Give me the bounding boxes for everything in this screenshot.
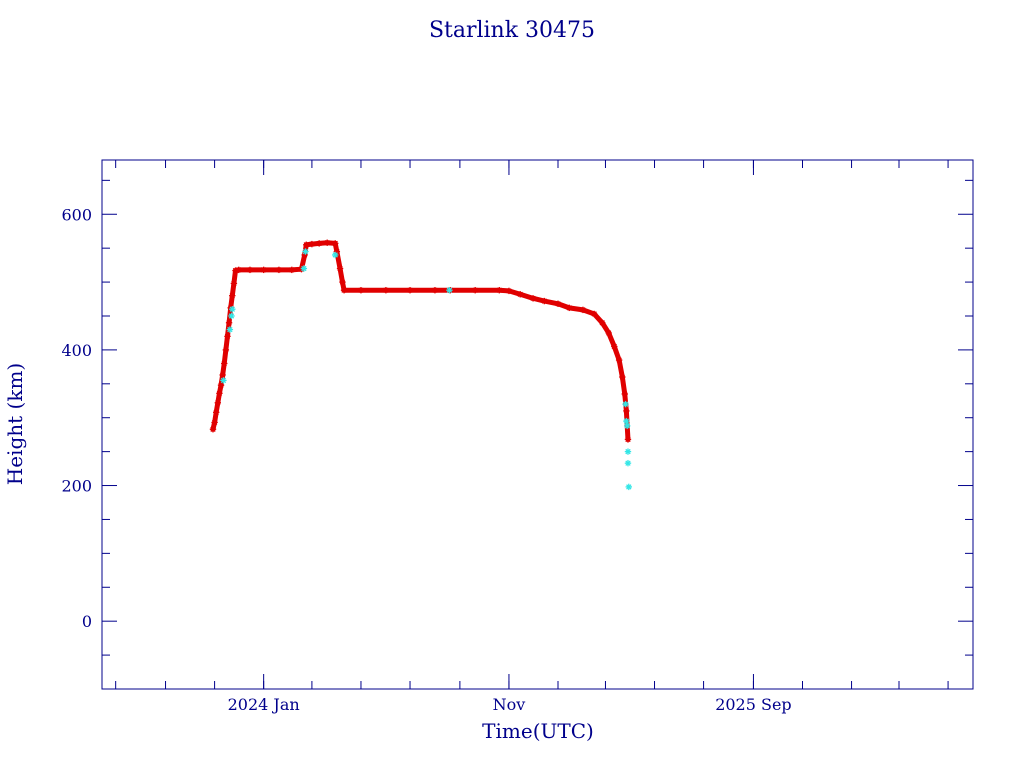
data-point xyxy=(229,306,236,313)
data-point xyxy=(315,240,323,247)
data-point xyxy=(554,300,562,307)
x-axis-label: Time(UTC) xyxy=(482,719,594,743)
data-point xyxy=(336,265,344,272)
data-point xyxy=(224,333,231,340)
y-tick-label: 0 xyxy=(82,612,92,631)
data-point xyxy=(288,266,296,274)
data-point xyxy=(209,426,217,433)
data-point xyxy=(339,278,346,286)
data-point xyxy=(622,400,629,408)
data-point xyxy=(230,280,238,287)
data-point xyxy=(235,266,242,274)
data-point xyxy=(225,319,233,326)
data-point xyxy=(496,287,503,294)
data-point xyxy=(623,417,630,425)
chart-title: Starlink 30475 xyxy=(429,18,595,43)
data-point xyxy=(308,240,316,248)
axis-ticks xyxy=(102,160,973,689)
data-point xyxy=(517,291,524,298)
data-point xyxy=(221,360,228,367)
data-point xyxy=(300,265,308,272)
data-point xyxy=(332,240,339,247)
data-point xyxy=(220,377,227,384)
x-tick-label: 2025 Sep xyxy=(715,695,791,714)
data-point xyxy=(599,319,606,326)
data-point xyxy=(246,266,254,274)
data-point xyxy=(260,266,267,274)
data-point xyxy=(219,371,226,379)
data-point xyxy=(302,248,309,255)
data-point xyxy=(217,381,225,389)
y-tick-label: 400 xyxy=(61,341,92,360)
data-point xyxy=(619,373,626,381)
data-point xyxy=(471,287,479,294)
data-point xyxy=(621,390,628,398)
data-point xyxy=(323,239,331,246)
data-point xyxy=(623,407,630,415)
data-point xyxy=(226,326,234,333)
data-point xyxy=(529,295,537,302)
data-point xyxy=(624,436,632,443)
x-tick-label: 2024 Jan xyxy=(228,695,300,714)
data-point xyxy=(624,448,632,455)
data-point xyxy=(228,312,235,320)
data-point xyxy=(625,483,632,491)
y-tick-label: 600 xyxy=(61,205,92,224)
data-point xyxy=(590,310,598,318)
data-point xyxy=(213,409,220,416)
data-point xyxy=(566,304,573,312)
x-tick-label: Nov xyxy=(493,695,526,714)
data-point xyxy=(303,241,310,248)
data-point xyxy=(505,287,513,295)
data-point xyxy=(446,287,453,294)
data-point xyxy=(382,287,390,294)
data-point xyxy=(406,287,414,294)
data-point xyxy=(211,419,218,426)
data-point xyxy=(332,251,339,259)
data-point xyxy=(222,346,230,354)
data-point xyxy=(541,297,548,305)
data-point xyxy=(340,287,348,294)
data-point xyxy=(275,266,283,274)
data-point xyxy=(216,390,223,397)
data-point xyxy=(214,399,222,406)
data-point xyxy=(624,459,632,467)
data-point xyxy=(357,287,365,294)
data-point xyxy=(611,343,618,350)
data-point xyxy=(605,329,612,337)
data-layer xyxy=(209,239,632,491)
data-point xyxy=(431,287,439,294)
data-point xyxy=(623,422,631,430)
y-tick-label: 200 xyxy=(61,477,92,496)
y-axis-label: Height (km) xyxy=(3,363,27,485)
data-point xyxy=(229,292,236,299)
data-point xyxy=(615,356,623,364)
axis-tick-labels: 0 200 400 600 2024 Jan Nov 2025 Sep xyxy=(61,205,791,714)
data-point xyxy=(579,306,587,314)
plot-frame xyxy=(101,159,974,690)
